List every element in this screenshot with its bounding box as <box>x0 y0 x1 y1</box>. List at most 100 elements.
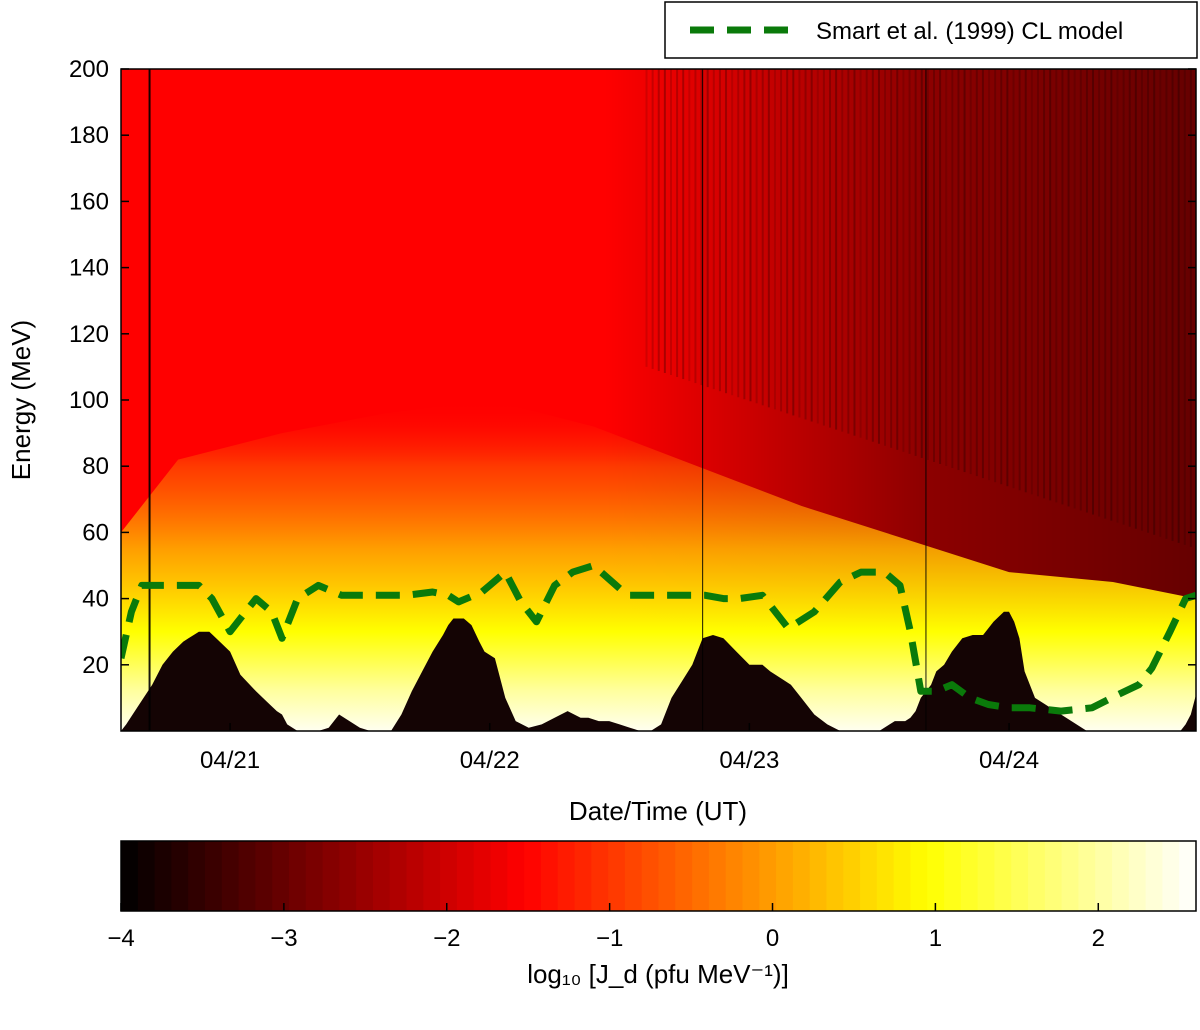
heatmap-stripe <box>767 69 770 408</box>
heatmap-stripe <box>1098 69 1101 517</box>
y-tick-label: 80 <box>82 453 109 480</box>
colorbar-cell <box>473 841 492 911</box>
heatmap-stripe <box>841 69 844 432</box>
heatmap-stripe <box>694 69 697 384</box>
heatmap-stripe <box>877 69 880 444</box>
heatmap-stripe <box>1085 69 1088 513</box>
colorbar-cell <box>876 841 895 911</box>
heatmap-stripe <box>1000 69 1003 485</box>
x-axis: 04/21 04/22 04/23 04/24 <box>200 723 1039 774</box>
colorbar-cell <box>255 841 273 911</box>
x-tick-label: 04/24 <box>979 747 1039 774</box>
colorbar-tick-label: 2 <box>1092 925 1105 952</box>
heatmap-stripe <box>865 69 868 440</box>
colorbar-tick-label: −1 <box>596 925 623 952</box>
heatmap-stripe <box>773 69 776 410</box>
colorbar-cell <box>204 841 223 911</box>
heatmap-stripe <box>1043 69 1046 499</box>
colorbar-cell <box>893 841 912 911</box>
colorbar-label: log₁₀ [J_d (pfu MeV⁻¹)] <box>527 959 789 989</box>
plot-area <box>121 69 1196 731</box>
x-tick-label: 04/21 <box>200 747 260 774</box>
heatmap-stripe <box>755 69 758 404</box>
colorbar-tick-label: −2 <box>433 925 460 952</box>
colorbar-cell <box>406 841 424 911</box>
heatmap-stripe <box>896 69 899 450</box>
colorbar-cell <box>692 841 710 911</box>
colorbar-cell <box>1095 841 1113 911</box>
heatmap-stripe <box>1110 69 1113 521</box>
colorbar-cell <box>188 841 206 911</box>
heatmap-stripe <box>731 69 734 396</box>
heatmap-stripe <box>890 69 893 448</box>
colorbar-cell <box>675 841 693 911</box>
y-tick-label: 40 <box>82 586 109 613</box>
y-tick-label: 20 <box>82 652 109 679</box>
colorbar-cell <box>288 841 307 911</box>
heatmap-layers <box>121 69 1196 731</box>
heatmap-stripe <box>1153 69 1156 535</box>
colorbar-cell <box>440 841 458 911</box>
y-tick-label: 180 <box>69 122 109 149</box>
colorbar-cell <box>1011 841 1029 911</box>
colorbar-cell <box>792 841 811 911</box>
colorbar-cell <box>658 841 676 911</box>
heatmap-stripe <box>920 69 923 458</box>
y-tick-label: 60 <box>82 519 109 546</box>
legend: Smart et al. (1999) CL model <box>664 1 1198 59</box>
heatmap-stripe <box>810 69 813 422</box>
heatmap-stripe <box>1024 69 1027 493</box>
heatmap-stripe <box>725 69 728 394</box>
heatmap-stripe <box>926 69 929 460</box>
colorbar-cell <box>1162 841 1180 911</box>
heatmap-stripe <box>1177 69 1180 543</box>
colorbar-cell <box>591 841 609 911</box>
y-tick-label: 160 <box>69 188 109 215</box>
colorbar-tick-label: 1 <box>929 925 942 952</box>
heatmap-stripe <box>1159 69 1162 537</box>
heatmap-stripe <box>829 69 832 428</box>
x-tick-label: 04/23 <box>719 747 779 774</box>
colorbar-cells <box>121 841 1197 911</box>
heatmap-stripe <box>884 69 887 446</box>
colorbar-cell <box>977 841 996 911</box>
heatmap-stripe <box>792 69 795 416</box>
y-tick-label: 120 <box>69 321 109 348</box>
colorbar-cell <box>540 841 559 911</box>
heatmap-stripe <box>700 69 703 386</box>
colorbar-cell <box>960 841 979 911</box>
colorbar-cell <box>927 841 945 911</box>
heatmap-stripe <box>1134 69 1137 529</box>
heatmap-stripe <box>1061 69 1064 505</box>
heatmap-stripe <box>981 69 984 479</box>
heatmap-stripe <box>706 69 709 388</box>
heatmap-stripe <box>761 69 764 406</box>
colorbar-tick-label: −4 <box>107 925 134 952</box>
colorbar-cell <box>356 841 374 911</box>
heatmap-stripe <box>847 69 850 434</box>
heatmap-stripe <box>682 69 685 380</box>
heatmap-stripe <box>1165 69 1168 539</box>
heatmap-stripe <box>816 69 819 424</box>
vertical-lines <box>148 69 927 731</box>
colorbar-cell <box>272 841 290 911</box>
legend-label-cl-model: Smart et al. (1999) CL model <box>816 18 1123 45</box>
colorbar-cell <box>490 841 508 911</box>
colorbar-cell <box>826 841 844 911</box>
heatmap-stripe <box>669 69 672 375</box>
heatmap-warm-region <box>121 400 1196 731</box>
colorbar-cell <box>322 841 340 911</box>
heatmap-stripe <box>1147 69 1150 533</box>
colorbar-cell <box>1061 841 1080 911</box>
heatmap-stripe <box>975 69 978 477</box>
x-tick-label: 04/22 <box>460 747 520 774</box>
y-axis-title: Energy (MeV) <box>6 320 36 480</box>
colorbar-cell <box>372 841 391 911</box>
heatmap-stripe <box>951 69 954 469</box>
heatmap-stripe <box>712 69 715 390</box>
heatmap-stripe <box>645 69 648 367</box>
heatmap-stripe <box>957 69 960 471</box>
legend-box <box>664 1 1198 59</box>
heatmap-stripe <box>908 69 911 454</box>
heatmap-stripe <box>718 69 721 392</box>
